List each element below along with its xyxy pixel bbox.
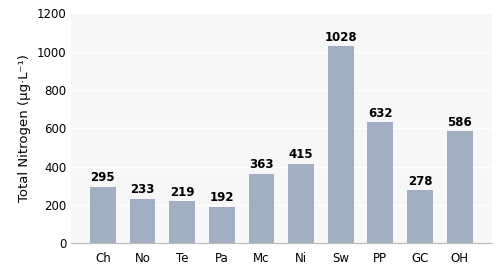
Y-axis label: Total Nitrogen (μg·L⁻¹): Total Nitrogen (μg·L⁻¹) — [18, 54, 32, 202]
Bar — [288, 164, 314, 243]
Bar — [368, 122, 393, 243]
Bar — [447, 131, 472, 243]
Bar — [209, 207, 234, 243]
Text: 363: 363 — [249, 158, 274, 171]
Bar — [248, 174, 274, 243]
Text: 295: 295 — [90, 171, 115, 185]
Text: 233: 233 — [130, 183, 154, 196]
Bar — [90, 187, 116, 243]
Bar — [130, 199, 156, 243]
Text: 192: 192 — [210, 191, 234, 204]
Bar — [407, 190, 433, 243]
Text: 632: 632 — [368, 107, 392, 120]
Text: 415: 415 — [288, 149, 314, 162]
Text: 586: 586 — [448, 116, 472, 129]
Bar — [169, 201, 195, 243]
Bar — [328, 46, 353, 243]
Text: 1028: 1028 — [324, 31, 357, 44]
Text: 278: 278 — [408, 175, 432, 188]
Text: 219: 219 — [170, 186, 194, 199]
